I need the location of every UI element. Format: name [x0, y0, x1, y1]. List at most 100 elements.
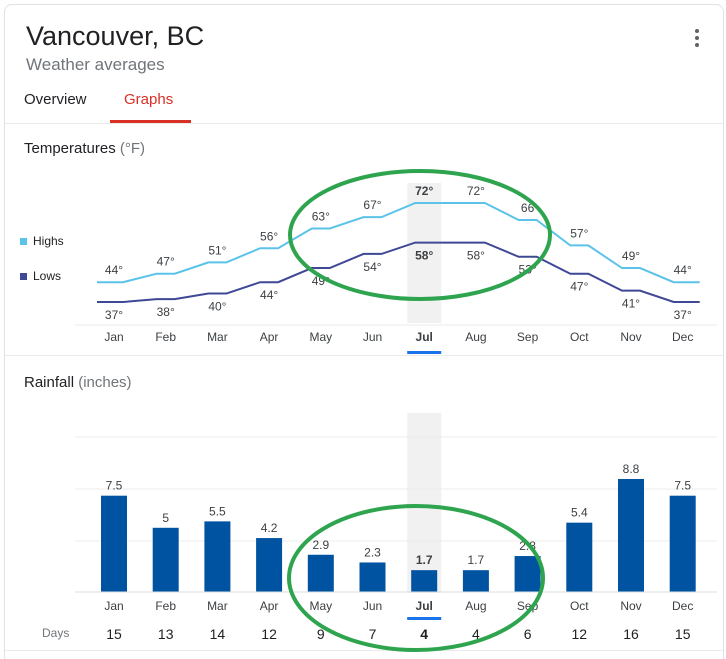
- legend-highs: Highs: [20, 234, 64, 248]
- rain-bar: [514, 556, 541, 592]
- rain-selected-indicator: [407, 617, 442, 620]
- page-title: Vancouver, BC: [26, 21, 205, 51]
- more-vert-icon[interactable]: [691, 27, 703, 49]
- rainfall-heading: Rainfall (inches): [24, 374, 132, 391]
- days-label: Days: [42, 626, 70, 640]
- rain-days-value: 16: [623, 626, 639, 642]
- weather-card: Vancouver, BC Weather averages Overview …: [4, 4, 724, 659]
- section-divider: [5, 355, 723, 356]
- lows-data-label: 44°: [260, 288, 278, 302]
- tabs-divider: [5, 123, 723, 124]
- temp-month-tick: Feb: [155, 330, 176, 344]
- rain-value-label: 4.2: [261, 521, 278, 535]
- rain-month-tick: Jul: [416, 599, 433, 613]
- legend-highs-swatch: [20, 238, 27, 246]
- rainfall-unit: (inches): [78, 374, 132, 391]
- rain-value-label: 7.5: [674, 479, 691, 493]
- lows-data-label: 47°: [570, 280, 588, 294]
- rain-days-value: 12: [261, 626, 277, 642]
- rain-bar: [204, 521, 231, 592]
- lows-data-label: 41°: [622, 297, 640, 311]
- temp-month-tick: Jul: [416, 330, 433, 344]
- temp-month-tick: Sep: [517, 330, 539, 344]
- rain-bar: [669, 495, 696, 592]
- highs-data-label: 63°: [312, 209, 330, 223]
- rain-value-label: 5.4: [571, 506, 588, 520]
- rain-bar: [307, 554, 334, 592]
- rain-bar: [256, 538, 283, 592]
- rain-days-value: 4: [420, 626, 428, 642]
- rain-days-value: 12: [572, 626, 588, 642]
- rain-value-label: 1.7: [468, 553, 485, 567]
- tab-overview[interactable]: Overview: [24, 91, 87, 108]
- temperature-chart: 44° 47° 51° 56° 63° 67° 72° 72° 66 57° 49° 44° 37° 38…: [75, 169, 717, 354]
- highs-line: [97, 202, 700, 284]
- rain-bar: [101, 495, 127, 592]
- rain-selected-highlight: [407, 413, 442, 593]
- temp-month-tick: Jun: [363, 330, 382, 344]
- lows-data-label: 58°: [467, 249, 485, 263]
- rain-days-value: 4: [472, 626, 480, 642]
- annotation-circle-rainfall: [287, 504, 545, 652]
- rain-month-tick: Jan: [104, 599, 123, 613]
- lows-data-label: 40°: [208, 300, 226, 314]
- rain-days-value: 13: [158, 626, 174, 642]
- rain-month-tick: Oct: [570, 599, 589, 613]
- temp-month-tick: Aug: [465, 330, 486, 344]
- rain-month-tick: Mar: [207, 599, 228, 613]
- legend-lows-label: Lows: [33, 269, 62, 283]
- rainfall-title: Rainfall: [24, 374, 75, 391]
- highs-data-label: 66: [521, 201, 535, 215]
- lows-data-label: 54°: [363, 260, 381, 274]
- lows-data-label: 37°: [105, 308, 123, 322]
- legend-highs-label: Highs: [33, 234, 64, 248]
- page-subtitle: Weather averages: [26, 55, 165, 74]
- temp-month-tick: Nov: [620, 330, 641, 344]
- rain-days-value: 9: [317, 626, 325, 642]
- rain-days-value: 6: [524, 626, 532, 642]
- highs-data-label: 51°: [208, 243, 226, 257]
- highs-data-label: 72°: [467, 184, 485, 198]
- highs-data-label: 56°: [260, 229, 278, 243]
- lows-data-label: 37°: [674, 308, 692, 322]
- temperatures-title: Temperatures: [24, 140, 116, 157]
- rain-value-label: 2.3: [364, 545, 381, 559]
- rain-month-tick: Jun: [363, 599, 382, 613]
- rain-days-value: 7: [369, 626, 377, 642]
- highs-data-label: 44°: [674, 263, 692, 277]
- rain-bar: [566, 522, 593, 592]
- rain-bar: [618, 479, 644, 592]
- temp-month-tick: Dec: [672, 330, 693, 344]
- lows-line: [97, 241, 700, 303]
- bottom-divider: [5, 650, 723, 651]
- temperatures-heading: Temperatures (°F): [24, 140, 145, 157]
- rain-days-value: 14: [210, 626, 226, 642]
- temp-month-tick: May: [309, 330, 332, 344]
- highs-data-label: 72°: [415, 184, 433, 198]
- highs-data-label: 57°: [570, 226, 588, 240]
- rain-month-tick: Dec: [672, 599, 693, 613]
- highs-data-label: 67°: [363, 198, 381, 212]
- rain-value-label: 1.7: [416, 553, 433, 567]
- temp-month-tick: Apr: [260, 330, 279, 344]
- rain-days-value: 15: [675, 626, 691, 642]
- rain-month-tick: Apr: [260, 599, 279, 613]
- annotation-circle-temperatures: [288, 169, 552, 301]
- rain-value-label: 7.5: [106, 479, 123, 493]
- highs-data-label: 44°: [105, 263, 123, 277]
- rain-bar: [411, 570, 438, 592]
- legend-lows: Lows: [20, 269, 61, 283]
- rain-days-value: 15: [106, 626, 122, 642]
- tab-graphs[interactable]: Graphs: [124, 91, 174, 108]
- lows-data-label: 38°: [157, 305, 175, 319]
- rain-month-tick: Nov: [620, 599, 641, 613]
- temp-month-tick: Mar: [207, 330, 228, 344]
- temp-month-tick: Oct: [570, 330, 589, 344]
- rain-bar: [462, 570, 489, 592]
- rain-value-label: 5.5: [209, 504, 226, 518]
- rain-bar: [152, 527, 179, 592]
- legend-lows-swatch: [20, 273, 27, 281]
- temperatures-unit: (°F): [119, 140, 146, 157]
- rain-value-label: 2.9: [312, 538, 329, 552]
